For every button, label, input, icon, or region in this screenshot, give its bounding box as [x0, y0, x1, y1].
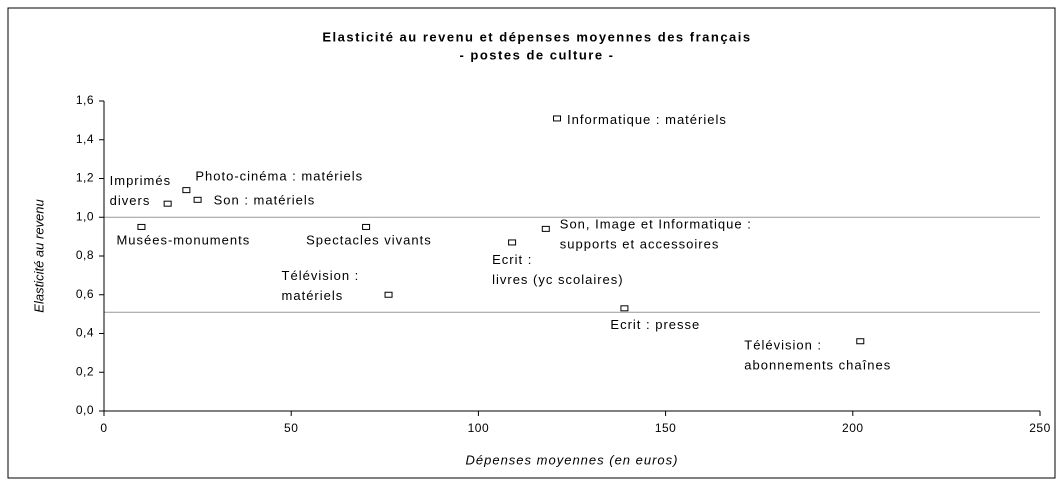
point-label: Son : matériels [214, 192, 316, 207]
point-label: Photo-cinéma : matériels [195, 169, 363, 184]
point-label: supports et accessoires [560, 236, 720, 251]
point [508, 239, 517, 246]
point [541, 225, 550, 232]
y-tick-label: 0,0 [76, 403, 94, 417]
x-tick-label: 250 [1029, 421, 1051, 435]
y-tick-label: 1,2 [76, 171, 94, 185]
x-tick-label: 150 [655, 421, 677, 435]
point [182, 187, 191, 194]
point [362, 223, 371, 230]
point [163, 200, 172, 207]
y-tick-label: 0,6 [76, 287, 94, 301]
point [856, 338, 865, 345]
y-axis-title: Elasticité au revenu [31, 199, 46, 312]
y-tick-label: 1,4 [76, 132, 94, 146]
y-tick-label: 1,6 [76, 93, 94, 107]
chart-title: Elasticité au revenu et dépenses moyenne… [322, 29, 751, 44]
point-label: matériels [282, 288, 344, 303]
x-tick-label: 50 [284, 421, 298, 435]
x-tick-label: 0 [100, 421, 107, 435]
point-label: Musées-monuments [116, 232, 250, 247]
point-label: Télévision : [282, 268, 360, 283]
point-label: Ecrit : [492, 252, 532, 267]
point-label: Ecrit : presse [610, 317, 700, 332]
x-tick-label: 200 [842, 421, 864, 435]
point [553, 115, 562, 122]
point-label: Son, Image et Informatique : [560, 216, 752, 231]
point [137, 223, 146, 230]
point-label: Télévision : [744, 338, 822, 353]
chart-frame [7, 7, 1056, 479]
point-label: Informatique : matériels [567, 112, 727, 127]
point-label: Spectacles vivants [306, 232, 432, 247]
y-tick-label: 0,8 [76, 248, 94, 262]
point [620, 305, 629, 312]
point-label: livres (yc scolaires) [492, 272, 624, 287]
point [193, 196, 202, 203]
y-tick-label: 0,2 [76, 364, 94, 378]
point [384, 291, 393, 298]
y-tick-label: 0,4 [76, 326, 94, 340]
x-axis-title: Dépenses moyennes (en euros) [466, 452, 679, 467]
point-label: divers [110, 193, 151, 208]
point-label: abonnements chaînes [744, 358, 891, 373]
chart-subtitle: - postes de culture - [459, 47, 614, 62]
point-label: Imprimés [110, 173, 171, 188]
y-tick-label: 1,0 [76, 209, 94, 223]
x-tick-label: 100 [468, 421, 490, 435]
